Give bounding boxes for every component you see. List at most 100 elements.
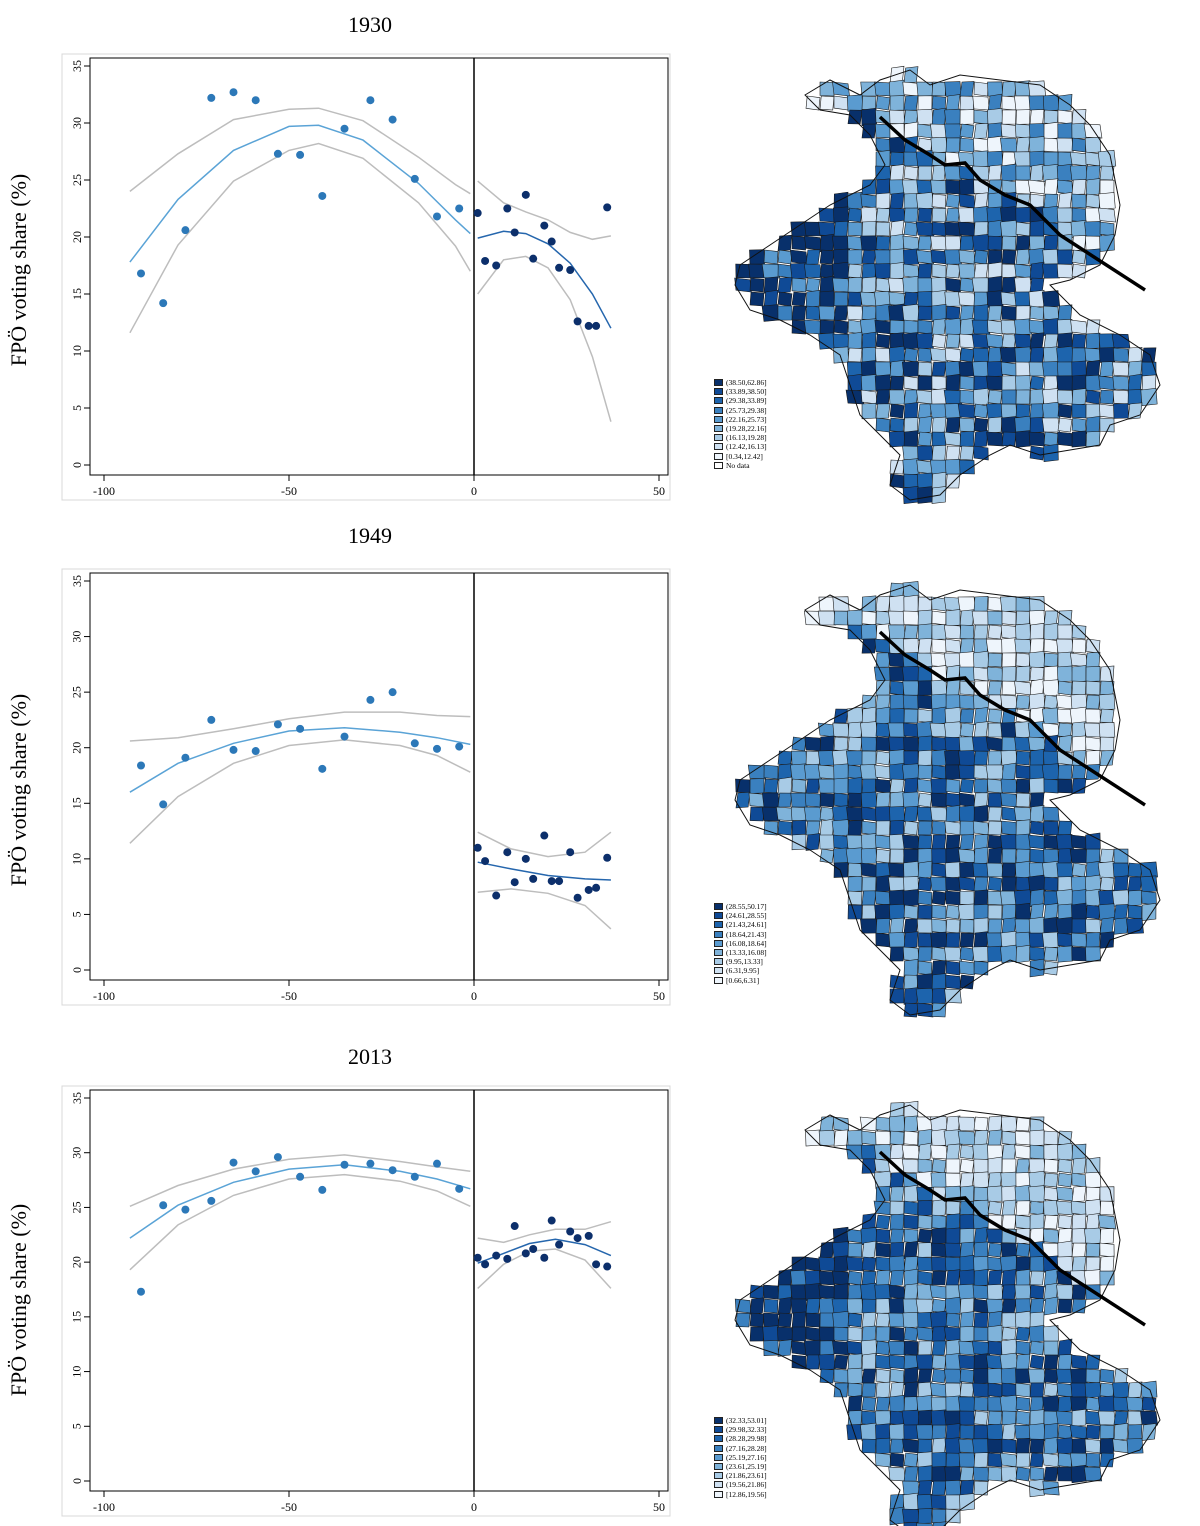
municipality	[931, 1451, 947, 1469]
y-tick-label: 10	[70, 345, 84, 357]
municipality	[888, 1284, 906, 1300]
municipality	[1099, 1270, 1115, 1286]
municipality	[1083, 1466, 1103, 1482]
municipality	[902, 1438, 920, 1454]
municipality	[861, 1240, 877, 1260]
municipality	[1084, 1382, 1102, 1398]
municipality	[903, 820, 919, 836]
municipality	[1099, 1424, 1115, 1440]
municipality	[959, 1144, 975, 1160]
municipality	[1085, 1186, 1101, 1202]
municipality	[749, 277, 765, 293]
legend-swatch	[714, 1490, 723, 1498]
municipality	[889, 1506, 905, 1526]
municipality	[917, 235, 933, 251]
plot-frame	[89, 572, 669, 981]
municipality	[819, 1270, 835, 1286]
municipality	[987, 847, 1003, 865]
municipality	[959, 946, 975, 962]
municipality	[1001, 1199, 1017, 1217]
data-point-right	[481, 857, 490, 866]
municipality	[1043, 1410, 1059, 1426]
municipality	[847, 1284, 863, 1300]
municipality	[818, 1256, 836, 1272]
municipality	[973, 1256, 989, 1272]
municipality	[1057, 1466, 1073, 1482]
municipality	[973, 1452, 989, 1468]
municipality	[973, 1312, 989, 1328]
legend-item: (28.55,50.17]	[714, 902, 767, 911]
municipality	[1043, 1214, 1059, 1230]
municipality	[1071, 179, 1087, 195]
municipality	[945, 473, 961, 489]
municipality	[1085, 431, 1101, 447]
legend-swatch	[714, 1453, 723, 1461]
municipality	[1015, 1382, 1031, 1398]
municipality	[847, 331, 863, 351]
legend-label: (9.95,13.33]	[726, 957, 763, 967]
data-point-right	[555, 1240, 564, 1249]
legend-item: (32.33,53.01]	[714, 1416, 767, 1425]
municipality	[846, 1298, 864, 1314]
municipality	[1029, 261, 1045, 281]
municipality	[945, 904, 961, 920]
data-point-right	[555, 263, 564, 272]
municipality	[973, 1410, 989, 1426]
municipality	[1085, 1396, 1101, 1412]
right-ci-upper	[477, 1220, 612, 1244]
municipality	[875, 1326, 891, 1342]
municipality	[846, 1228, 864, 1244]
data-point-right	[592, 321, 601, 330]
municipality	[1057, 764, 1073, 780]
municipality	[987, 1242, 1003, 1258]
municipality	[1099, 749, 1115, 767]
municipality	[1085, 1452, 1101, 1468]
municipality	[959, 960, 975, 976]
municipality	[889, 1213, 905, 1231]
right-ci-lower	[477, 1248, 612, 1289]
data-point-left	[229, 745, 238, 754]
y-tick-label: 0	[70, 462, 84, 468]
municipality	[987, 1382, 1003, 1398]
demarcation-line	[878, 630, 1146, 807]
municipality	[917, 207, 933, 223]
municipality	[847, 1129, 863, 1147]
municipality	[1140, 1380, 1158, 1400]
municipality	[889, 946, 905, 962]
municipality	[957, 1116, 977, 1132]
municipality	[1015, 1242, 1031, 1258]
municipality	[1001, 762, 1017, 782]
municipality	[1127, 1424, 1143, 1440]
data-point-left	[296, 150, 305, 159]
municipality	[1057, 1214, 1073, 1230]
panel-1949: 1949 FPÖ voting share (%) 0 5 10 15 20 25 30 35…	[6, 523, 1161, 1018]
right-ci-lower	[477, 888, 612, 930]
municipality	[973, 666, 989, 682]
data-point-left	[181, 753, 190, 762]
legend-label: (24.61,28.55]	[726, 911, 767, 921]
data-point-right	[547, 1216, 556, 1225]
municipality	[1084, 1227, 1102, 1245]
data-point-left	[251, 747, 260, 756]
municipality	[1015, 1326, 1031, 1342]
y-tick-label: 5	[70, 405, 84, 411]
data-point-right	[503, 1254, 512, 1263]
legend-label: (22.16,25.73]	[726, 414, 767, 424]
data-point-right	[473, 209, 482, 218]
municipality	[915, 1354, 935, 1370]
municipality	[1099, 1437, 1115, 1455]
legend-item: (22.16,25.73]	[714, 415, 767, 424]
data-point-left	[207, 715, 216, 724]
municipality	[833, 610, 849, 626]
municipality	[1029, 1340, 1045, 1356]
data-point-left	[318, 1185, 327, 1194]
municipality	[987, 1269, 1003, 1287]
rd-plot-2013: 0 5 10 15 20 25 30 35 -100 -50 0 50	[61, 1085, 671, 1517]
municipality	[1071, 388, 1087, 406]
legend-swatch	[714, 415, 723, 423]
municipality	[1001, 806, 1017, 822]
municipality	[917, 1438, 933, 1454]
municipality	[777, 792, 793, 808]
municipality	[861, 1298, 877, 1314]
data-point-right	[603, 853, 612, 862]
